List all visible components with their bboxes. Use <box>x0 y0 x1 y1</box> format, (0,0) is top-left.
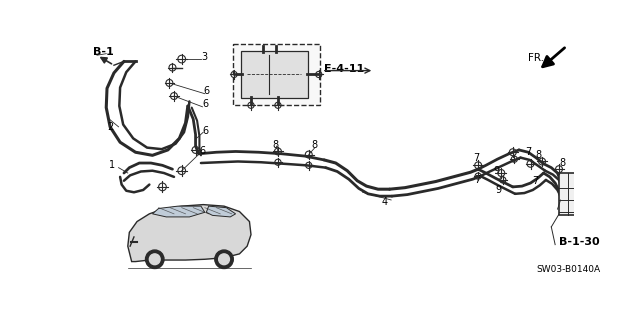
Text: 9: 9 <box>493 167 500 176</box>
Text: 8: 8 <box>535 150 541 160</box>
Text: 2: 2 <box>107 122 113 132</box>
Text: 9: 9 <box>495 185 501 195</box>
Text: 6: 6 <box>202 126 209 136</box>
Polygon shape <box>128 204 251 262</box>
Text: 8: 8 <box>273 139 278 150</box>
Text: 4: 4 <box>382 197 388 207</box>
FancyBboxPatch shape <box>241 51 308 98</box>
Text: B-1-30: B-1-30 <box>559 237 600 247</box>
Text: 7: 7 <box>474 175 481 185</box>
Text: 6: 6 <box>202 100 209 109</box>
Circle shape <box>145 250 164 269</box>
Bar <box>559 173 580 215</box>
Text: 7: 7 <box>473 153 479 163</box>
Text: 3: 3 <box>202 52 208 62</box>
Text: E-4-11: E-4-11 <box>324 64 364 74</box>
Text: 7: 7 <box>525 147 531 157</box>
Circle shape <box>149 254 160 265</box>
Text: SW03-B0140A: SW03-B0140A <box>536 265 600 274</box>
Text: 6: 6 <box>200 146 205 157</box>
Text: 1: 1 <box>109 160 115 170</box>
Text: B-1: B-1 <box>93 47 114 57</box>
Text: 8: 8 <box>560 158 566 168</box>
Text: 7: 7 <box>532 176 538 186</box>
Text: 6: 6 <box>204 85 209 96</box>
Text: 8: 8 <box>311 139 317 150</box>
FancyBboxPatch shape <box>232 44 320 105</box>
Circle shape <box>215 250 234 269</box>
Polygon shape <box>206 206 236 217</box>
Text: FR.: FR. <box>528 53 544 63</box>
Circle shape <box>219 254 230 265</box>
Polygon shape <box>152 206 205 217</box>
Text: 5: 5 <box>557 200 564 210</box>
